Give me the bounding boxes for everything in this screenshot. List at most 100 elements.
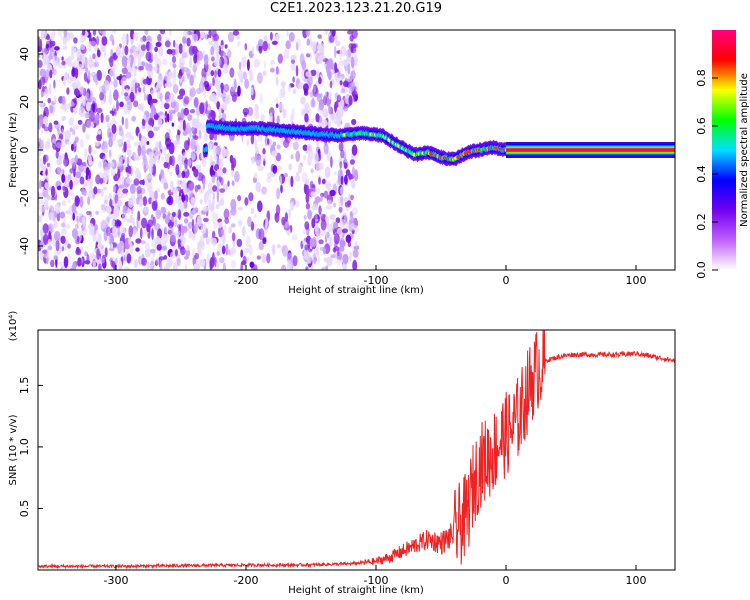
spectrogram-cell xyxy=(326,199,332,205)
spectrogram-cell xyxy=(324,111,328,119)
spectrogram-cell xyxy=(164,110,168,123)
x-tick-label: -100 xyxy=(364,274,389,287)
spectrogram-cell xyxy=(59,211,66,219)
spectrogram-cell xyxy=(286,30,289,37)
spectrogram-cell xyxy=(251,157,255,164)
spectrogram-cell xyxy=(72,65,75,78)
spectrogram-cell xyxy=(164,102,170,110)
spectrogram-cell xyxy=(275,103,279,109)
spectrogram-cell xyxy=(351,180,356,189)
spectrogram-cell xyxy=(206,253,210,264)
spectrogram-cell xyxy=(203,87,207,99)
spectrogram-cell xyxy=(213,40,219,47)
spectrogram-cell xyxy=(71,228,78,239)
spectrogram-cell xyxy=(190,196,196,207)
spectrogram-cell xyxy=(140,240,146,245)
spectrogram-cell xyxy=(345,221,350,230)
spectrogram-cell xyxy=(52,68,57,76)
spectrogram-cell xyxy=(184,264,188,270)
spectrogram-cell xyxy=(95,210,99,215)
spectrogram-cell xyxy=(290,54,297,60)
spectrogram-cell xyxy=(39,101,45,106)
spectrogram-cell xyxy=(146,261,151,269)
spectrogram-cell xyxy=(55,150,59,159)
spectrogram-cell xyxy=(346,30,354,35)
spectrogram-cell xyxy=(71,82,78,88)
spectrogram-cell xyxy=(57,155,62,165)
spectrogram-cell xyxy=(227,31,235,43)
spectrogram-cell xyxy=(38,179,42,190)
spectrogram-cell xyxy=(77,257,82,267)
spectrogram-panel: -300 -200 -100 0 100 40 20 0 -20 -40 Height of s… xyxy=(8,29,676,296)
spectrogram-cell xyxy=(173,101,179,113)
spectrogram-cell xyxy=(112,184,117,193)
spectrogram-cell xyxy=(89,252,95,259)
spectrogram-cell xyxy=(156,188,161,193)
spectrogram-cell xyxy=(258,228,265,241)
spectrogram-cell xyxy=(335,40,341,47)
spectrogram-cell xyxy=(139,48,145,58)
spectrogram-cell xyxy=(64,102,67,112)
spectrogram-cell xyxy=(72,262,77,270)
spectrogram-cell xyxy=(207,106,211,111)
spectrogram-cell xyxy=(317,254,320,266)
spectrogram-cell xyxy=(166,48,173,55)
spectrogram-cell xyxy=(297,82,305,90)
spectrogram-cell xyxy=(127,207,130,215)
spectrogram-cell xyxy=(155,209,162,220)
spectrogram-cell xyxy=(220,197,224,202)
spectrogram-cell xyxy=(158,140,162,150)
spectrogram-cell xyxy=(144,241,150,252)
spectrogram-cell xyxy=(110,243,114,249)
spectrogram-cell xyxy=(185,249,191,257)
spectrogram-cell xyxy=(124,117,129,130)
spectrogram-cell xyxy=(104,173,110,180)
spectrogram-cell xyxy=(343,162,348,170)
spectrogram-cell xyxy=(43,126,50,132)
spectrogram-cell xyxy=(290,58,296,64)
spectrogram-cell xyxy=(80,225,87,237)
spectrogram-cell xyxy=(147,219,154,228)
spectrogram-cell xyxy=(182,44,186,54)
spectrogram-cell xyxy=(113,79,118,88)
spectrogram-cell xyxy=(179,88,186,97)
spectrogram-cell xyxy=(182,119,186,132)
spectrogram-cell xyxy=(116,76,123,81)
spectrogram-cell xyxy=(38,59,43,68)
spectrogram-cell xyxy=(101,30,107,38)
x-tick-label: 100 xyxy=(626,574,647,587)
spectrogram-cell xyxy=(283,172,288,178)
spectrogram-cell xyxy=(63,256,69,268)
spectrogram-cell xyxy=(60,222,66,228)
spectrogram-cell xyxy=(121,67,128,75)
spectrogram-cell xyxy=(349,34,354,42)
spectrogram-cell xyxy=(126,253,132,264)
spectrogram-cell xyxy=(163,148,167,156)
spectrogram-cell xyxy=(116,220,122,227)
spectrogram-cell xyxy=(55,239,60,252)
spectrogram-cell xyxy=(181,170,186,179)
spectrogram-cell xyxy=(74,154,78,163)
spectrogram-cell xyxy=(160,168,164,177)
spectrogram-cell xyxy=(128,166,132,175)
spectrogram-cell xyxy=(354,240,358,247)
spectrogram-cell xyxy=(178,43,183,54)
spectrogram-cell xyxy=(75,223,79,230)
spectrogram-cell xyxy=(310,99,316,108)
spectrogram-cell xyxy=(250,221,255,231)
spectrogram-cell xyxy=(323,142,329,155)
spectrogram-cell xyxy=(217,68,222,78)
spectrogram-cell xyxy=(339,48,343,61)
spectrogram-cell xyxy=(219,58,222,66)
spectrogram-cell xyxy=(240,76,244,84)
spectrogram-cell xyxy=(220,177,224,186)
spectrogram-cell xyxy=(292,255,298,267)
spectrogram-cell xyxy=(146,174,153,179)
spectrogram-cell xyxy=(138,255,142,265)
spectrogram-cell xyxy=(282,245,289,257)
spectrogram-cell xyxy=(220,91,227,99)
spectrogram-cell xyxy=(109,246,115,252)
spectrogram-cell xyxy=(94,140,100,147)
colorbar-label: Normalized spectral amplitude xyxy=(739,73,750,227)
spectrogram-cell xyxy=(337,108,344,118)
